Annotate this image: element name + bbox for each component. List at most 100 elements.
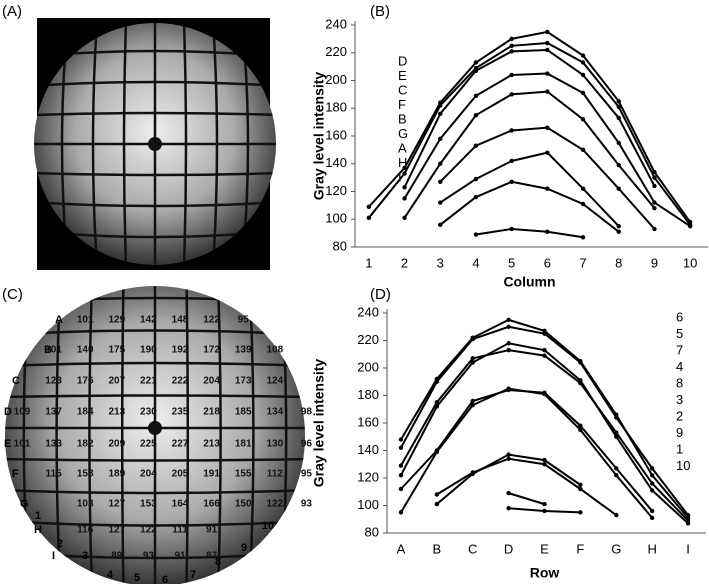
data-point [649,481,655,486]
cell-value: 218 [203,407,220,418]
data-point [473,194,479,200]
y-tick-label: 200 [357,359,379,374]
data-point [542,501,547,507]
cell-value: 91 [206,525,218,536]
x-tick-label: 3 [437,255,444,270]
cell-value: 213 [108,407,125,418]
legend-label: 4 [676,359,683,374]
cell-value: 204 [203,376,220,387]
x-tick-label: 7 [579,255,586,270]
y-tick-label: 180 [325,100,347,115]
data-point [506,456,511,461]
cell-value: 181 [235,439,252,450]
data-point [473,176,479,182]
data-point [652,205,657,211]
data-point [506,506,511,511]
cell-value: 101 [14,439,31,450]
data-point [614,466,619,471]
row-label: H [34,524,42,536]
grid-line [5,457,305,462]
cell-value: 230 [140,407,157,418]
column-label: 5 [134,572,140,584]
data-point [434,379,440,384]
cell-value: 122 [203,315,220,326]
series-line [436,453,581,505]
cell-value: 137 [45,407,62,418]
data-point [366,204,372,209]
row-label: G [20,498,29,510]
cell-value: 108 [266,345,283,356]
data-point [509,36,514,42]
legend-label: 10 [676,458,690,473]
data-point [398,486,404,492]
x-axis-label: Row [530,565,560,581]
y-tick-label: 160 [357,414,379,429]
cell-value: 101 [77,315,94,326]
column-label: 2 [57,538,63,550]
data-point [438,136,443,141]
panel-c-center [148,421,162,435]
cell-value: 227 [172,439,189,450]
y-tick-label: 180 [357,387,379,402]
row-label: C [12,375,20,387]
data-point [545,29,550,35]
data-point [438,103,443,108]
cell-value: 111 [172,525,188,536]
legend-label: B [398,111,407,126]
y-tick-label: 100 [325,211,347,226]
legend-label: F [398,97,406,112]
data-point [614,415,619,420]
legend-label: G [398,126,408,141]
legend-label: 1 [676,441,683,456]
data-point [473,60,479,65]
data-point [470,360,475,365]
data-point [580,53,586,58]
data-point [545,186,550,191]
data-point [434,492,440,497]
data-point [438,222,443,227]
y-tick-label: 220 [325,44,347,59]
data-point [402,196,407,201]
x-tick-label: A [397,541,406,556]
series-line [400,388,653,512]
column-label: 9 [241,542,247,554]
data-point [652,200,657,205]
data-point [438,200,443,205]
x-tick-label: 4 [472,255,479,270]
cell-value: 133 [45,439,62,450]
data-point [509,49,514,54]
data-point [578,427,583,433]
x-tick-label: H [647,541,656,556]
grid-line [120,286,125,584]
series-line [439,151,620,227]
legend-label: 9 [676,425,683,440]
data-point [473,93,479,98]
cell-value: 221 [140,376,157,387]
cell-value: 176 [77,376,94,387]
cell-value: 204 [140,469,157,480]
data-point [580,60,586,65]
panel-label: (A) [2,3,22,20]
x-tick-label: C [468,541,477,556]
cell-value: 93 [301,499,313,510]
legend-label: D [398,53,407,68]
cell-value: 192 [172,345,189,356]
series-line [439,180,620,233]
y-tick-label: 160 [325,127,347,142]
data-point [578,380,583,386]
x-tick-label: D [504,541,513,556]
data-point [398,473,404,478]
cell-value: 122 [140,525,157,536]
x-tick-label: 8 [615,255,622,270]
data-point [542,353,547,358]
row-label: D [4,406,12,418]
cell-value: 235 [172,407,189,418]
cell-value: 89 [111,551,123,562]
column-label: 4 [107,569,114,581]
cell-value: 112 [267,469,284,480]
data-point [545,229,550,234]
x-tick-label: B [432,541,441,556]
data-point [616,115,621,121]
column-label: 6 [162,574,168,584]
x-tick-label: 9 [651,255,658,270]
